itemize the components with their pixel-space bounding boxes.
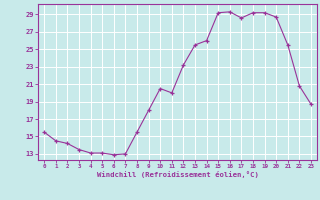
X-axis label: Windchill (Refroidissement éolien,°C): Windchill (Refroidissement éolien,°C): [97, 171, 259, 178]
